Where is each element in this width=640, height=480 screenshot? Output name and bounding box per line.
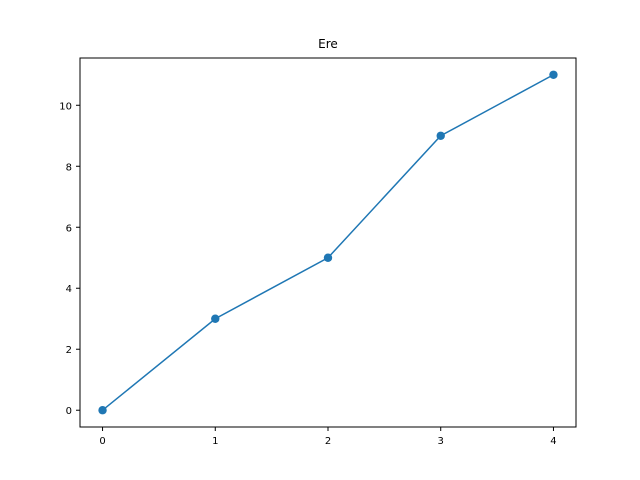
y-tick-label: 6	[66, 223, 72, 234]
x-tick-label: 2	[325, 436, 331, 447]
data-point	[549, 70, 558, 79]
data-point	[211, 314, 220, 323]
y-tick-label: 0	[66, 406, 72, 417]
y-tick-label: 2	[66, 345, 72, 356]
series-group	[98, 70, 558, 415]
y-tick-label: 4	[66, 284, 72, 295]
x-tick-label: 3	[438, 436, 444, 447]
x-tick-label: 0	[99, 436, 105, 447]
x-tick-label: 4	[550, 436, 556, 447]
series-line	[102, 74, 554, 411]
y-axis: 0 2 4 6 8 10	[59, 101, 80, 417]
y-tick-label: 10	[59, 101, 72, 112]
data-point	[323, 253, 333, 262]
data-point	[98, 406, 107, 415]
x-axis: 0 1 2 3 4	[99, 427, 557, 447]
data-point	[436, 131, 445, 140]
y-tick-label: 8	[66, 162, 72, 173]
plot-area-frame	[79, 57, 577, 428]
chart-title: Ere	[318, 37, 338, 51]
x-tick-label: 1	[212, 436, 218, 447]
